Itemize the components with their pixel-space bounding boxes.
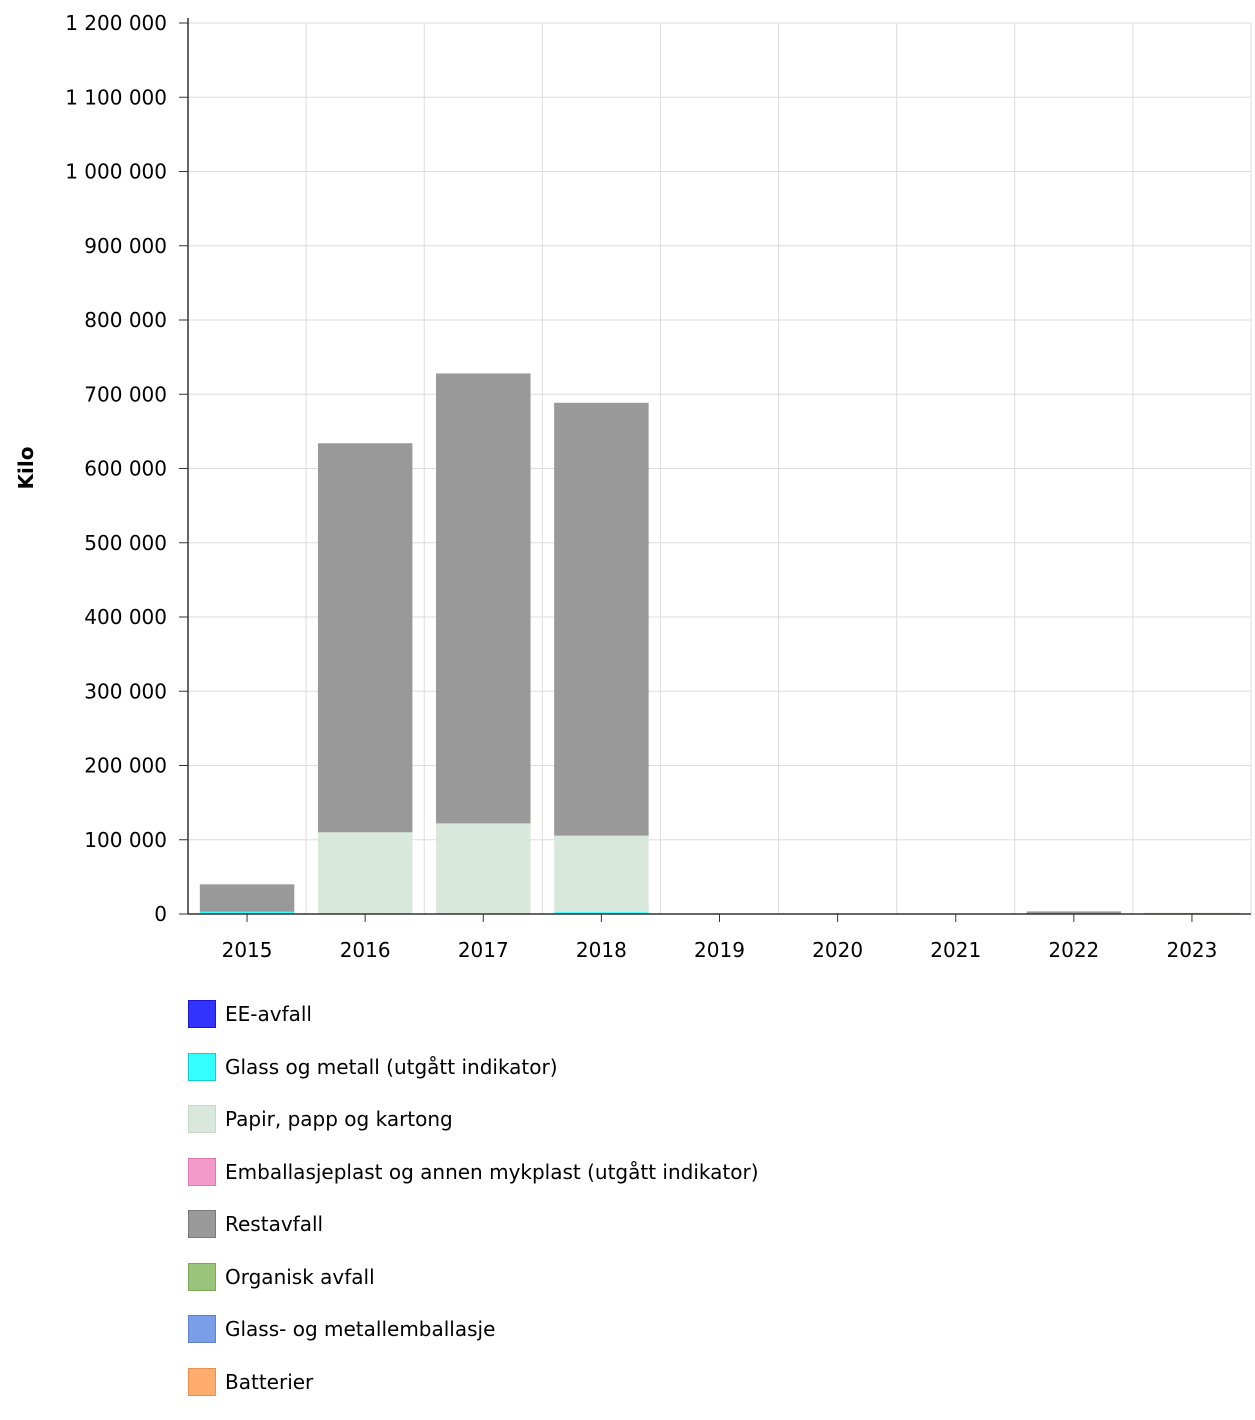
bars xyxy=(200,373,1239,914)
legend-item[interactable]: Restavfall xyxy=(188,1210,1188,1263)
legend-label: EE-avfall xyxy=(225,1000,312,1028)
legend-item[interactable]: Papir, papp og kartong xyxy=(188,1105,1188,1158)
y-tick-label: 1 100 000 xyxy=(65,85,167,109)
legend-swatch xyxy=(188,1053,216,1081)
legend-item[interactable]: Batterier xyxy=(188,1368,1188,1420)
legend-label: Restavfall xyxy=(225,1210,323,1238)
bar-segment xyxy=(436,823,530,914)
legend-swatch xyxy=(188,1210,216,1238)
bar-segment xyxy=(318,443,412,832)
y-tick-label: 300 000 xyxy=(84,679,167,703)
bar-segment xyxy=(554,836,648,912)
legend-swatch xyxy=(188,1315,216,1343)
legend-swatch xyxy=(188,1263,216,1291)
legend-label: Organisk avfall xyxy=(225,1263,375,1291)
legend-swatch xyxy=(188,1105,216,1133)
x-tick-label: 2018 xyxy=(576,938,627,962)
legend-item[interactable]: Emballasjeplast og annen mykplast (utgåt… xyxy=(188,1158,1188,1211)
legend: EE-avfall Glass og metall (utgått indikat… xyxy=(188,1000,1188,1420)
x-tick-label: 2022 xyxy=(1048,938,1099,962)
legend-label: Emballasjeplast og annen mykplast (utgåt… xyxy=(225,1158,759,1186)
y-tick-label: 0 xyxy=(154,902,167,926)
x-tick-label: 2019 xyxy=(694,938,745,962)
y-tick-label: 900 000 xyxy=(84,234,167,258)
x-tick-labels: 2015 2016 2017 2018 2019 2020 2021 2022 2023 xyxy=(222,938,1218,962)
legend-label: Papir, papp og kartong xyxy=(225,1105,453,1133)
y-axis-label: Kilo xyxy=(14,447,38,490)
x-tick-label: 2020 xyxy=(812,938,863,962)
legend-item[interactable]: Glass og metall (utgått indikator) xyxy=(188,1053,1188,1106)
legend-item[interactable]: Organisk avfall xyxy=(188,1263,1188,1316)
y-tick-labels: 0 100 000 200 000 300 000 400 000 500 000 600 … xyxy=(65,11,167,926)
legend-label: Batterier xyxy=(225,1368,313,1396)
stacked-bar-chart: 0 100 000 200 000 300 000 400 000 500 000 600 … xyxy=(0,0,1255,990)
bar-segment xyxy=(554,403,648,836)
legend-item[interactable]: Glass- og metallemballasje xyxy=(188,1315,1188,1368)
y-tick-label: 1 200 000 xyxy=(65,11,167,35)
y-tick-label: 200 000 xyxy=(84,754,167,778)
x-tick-label: 2023 xyxy=(1166,938,1217,962)
y-tick-label: 400 000 xyxy=(84,605,167,629)
y-tick-label: 1 000 000 xyxy=(65,160,167,184)
y-tick-label: 800 000 xyxy=(84,308,167,332)
legend-swatch xyxy=(188,1158,216,1186)
y-tick-label: 700 000 xyxy=(84,382,167,406)
legend-label: Glass og metall (utgått indikator) xyxy=(225,1053,558,1081)
x-tick-label: 2021 xyxy=(930,938,981,962)
bar-segment xyxy=(200,884,294,911)
y-tick-label: 100 000 xyxy=(84,828,167,852)
x-tick-label: 2016 xyxy=(340,938,391,962)
y-tick-label: 500 000 xyxy=(84,531,167,555)
legend-swatch xyxy=(188,1368,216,1396)
legend-label: Glass- og metallemballasje xyxy=(225,1315,495,1343)
legend-swatch xyxy=(188,1000,216,1028)
bar-segment xyxy=(318,832,412,914)
x-tick-label: 2015 xyxy=(222,938,273,962)
x-tick-label: 2017 xyxy=(458,938,509,962)
y-tick-label: 600 000 xyxy=(84,457,167,481)
legend-item[interactable]: EE-avfall xyxy=(188,1000,1188,1053)
bar-segment xyxy=(436,373,530,823)
